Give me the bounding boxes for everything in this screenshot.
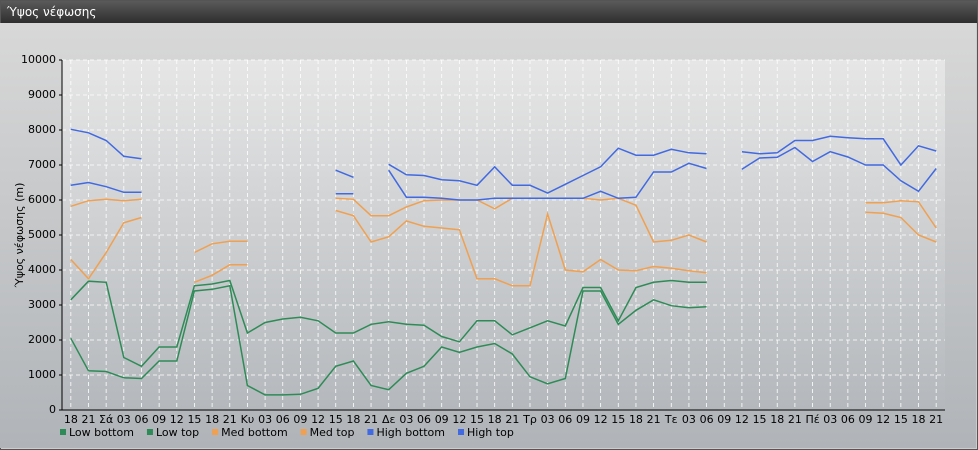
legend-label: Med bottom [221,426,288,439]
y-tick-label: 1000 [28,368,56,381]
x-tick-label: 09 [717,413,731,426]
x-tick-label: 09 [293,413,307,426]
x-tick-label: 12 [876,413,890,426]
x-tick-label: Τρ [522,413,537,426]
series-line [70,146,937,201]
y-axis-label: Ύψος νέφωσης (m) [13,183,26,289]
y-tick-label: 0 [49,403,56,416]
x-tick-label: Σά [99,413,113,426]
x-tick-label: 18 [912,413,926,426]
x-tick-label: 03 [823,413,837,426]
x-tick-label: 18 [346,413,360,426]
y-tick-label: 8000 [28,123,56,136]
y-tick-label: 2000 [28,333,56,346]
x-tick-label: 03 [258,413,272,426]
x-tick-label: 21 [647,413,661,426]
x-tick-label: 06 [700,413,714,426]
legend-marker [300,429,307,435]
x-tick-label: 03 [399,413,413,426]
x-tick-label: 15 [894,413,908,426]
legend-marker [212,429,219,435]
x-tick-label: 06 [276,413,290,426]
legend-label: High bottom [376,426,445,439]
x-tick-label: 12 [594,413,608,426]
x-tick-label: 12 [452,413,466,426]
x-tick-label: 18 [488,413,502,426]
x-tick-label: 12 [735,413,749,426]
x-tick-label: Τε [664,413,678,426]
legend-label: Low top [156,426,199,439]
legend-label: Low bottom [69,426,134,439]
x-tick-label: 18 [629,413,643,426]
series-line [70,197,937,254]
y-tick-label: 10000 [21,53,56,66]
legend-marker [60,429,66,435]
x-tick-label: Δε [382,413,396,426]
series-line [70,128,937,194]
x-tick-label: 21 [364,413,378,426]
legend-marker [367,429,374,435]
title-bar: Ύψος νέφωσης [1,1,977,23]
x-tick-label: 06 [417,413,431,426]
x-tick-label: 06 [558,413,572,426]
x-tick-label: 09 [576,413,590,426]
x-tick-label: 15 [753,413,767,426]
x-tick-label: 21 [223,413,237,426]
x-tick-label: 18 [770,413,784,426]
y-tick-label: 4000 [28,263,56,276]
x-tick-label: 15 [470,413,484,426]
y-tick-label: 5000 [28,228,56,241]
legend-label: High top [467,426,514,439]
chart: Ύψος νέφωσης (m) 0 1000 2000 3000 4000 5000 60… [0,23,976,448]
legend-label: Med top [310,426,355,439]
y-tick-label: 6000 [28,193,56,206]
x-tick-label: 15 [187,413,201,426]
x-tick-label: 09 [859,413,873,426]
y-tick-label: 7000 [28,158,56,171]
x-tick-label: 18 [205,413,219,426]
y-tick-label: 3000 [28,298,56,311]
legend-marker [146,429,153,435]
x-tick-label: 03 [541,413,555,426]
x-tick-label: 12 [170,413,184,426]
y-tick-label: 9000 [28,88,56,101]
x-tick-label: Πέ [805,413,819,426]
x-tick-label: 21 [505,413,519,426]
x-tick-label: 21 [788,413,802,426]
x-tick-label: 03 [117,413,131,426]
x-tick-label: 09 [152,413,166,426]
series-line [70,209,937,287]
x-tick-label: 03 [682,413,696,426]
x-tick-label: 18 [64,413,78,426]
x-tick-label: 06 [841,413,855,426]
x-tick-label: 21 [81,413,95,426]
legend-marker [458,429,464,435]
x-tick-label: 15 [611,413,625,426]
x-tick-label: Κυ [241,413,255,426]
x-tick-label: 21 [929,413,943,426]
x-tick-label: 06 [134,413,148,426]
x-tick-label: 12 [311,413,325,426]
series-line [70,279,707,368]
x-tick-label: 09 [435,413,449,426]
series-line [70,284,707,396]
x-tick-label: 15 [329,413,343,426]
